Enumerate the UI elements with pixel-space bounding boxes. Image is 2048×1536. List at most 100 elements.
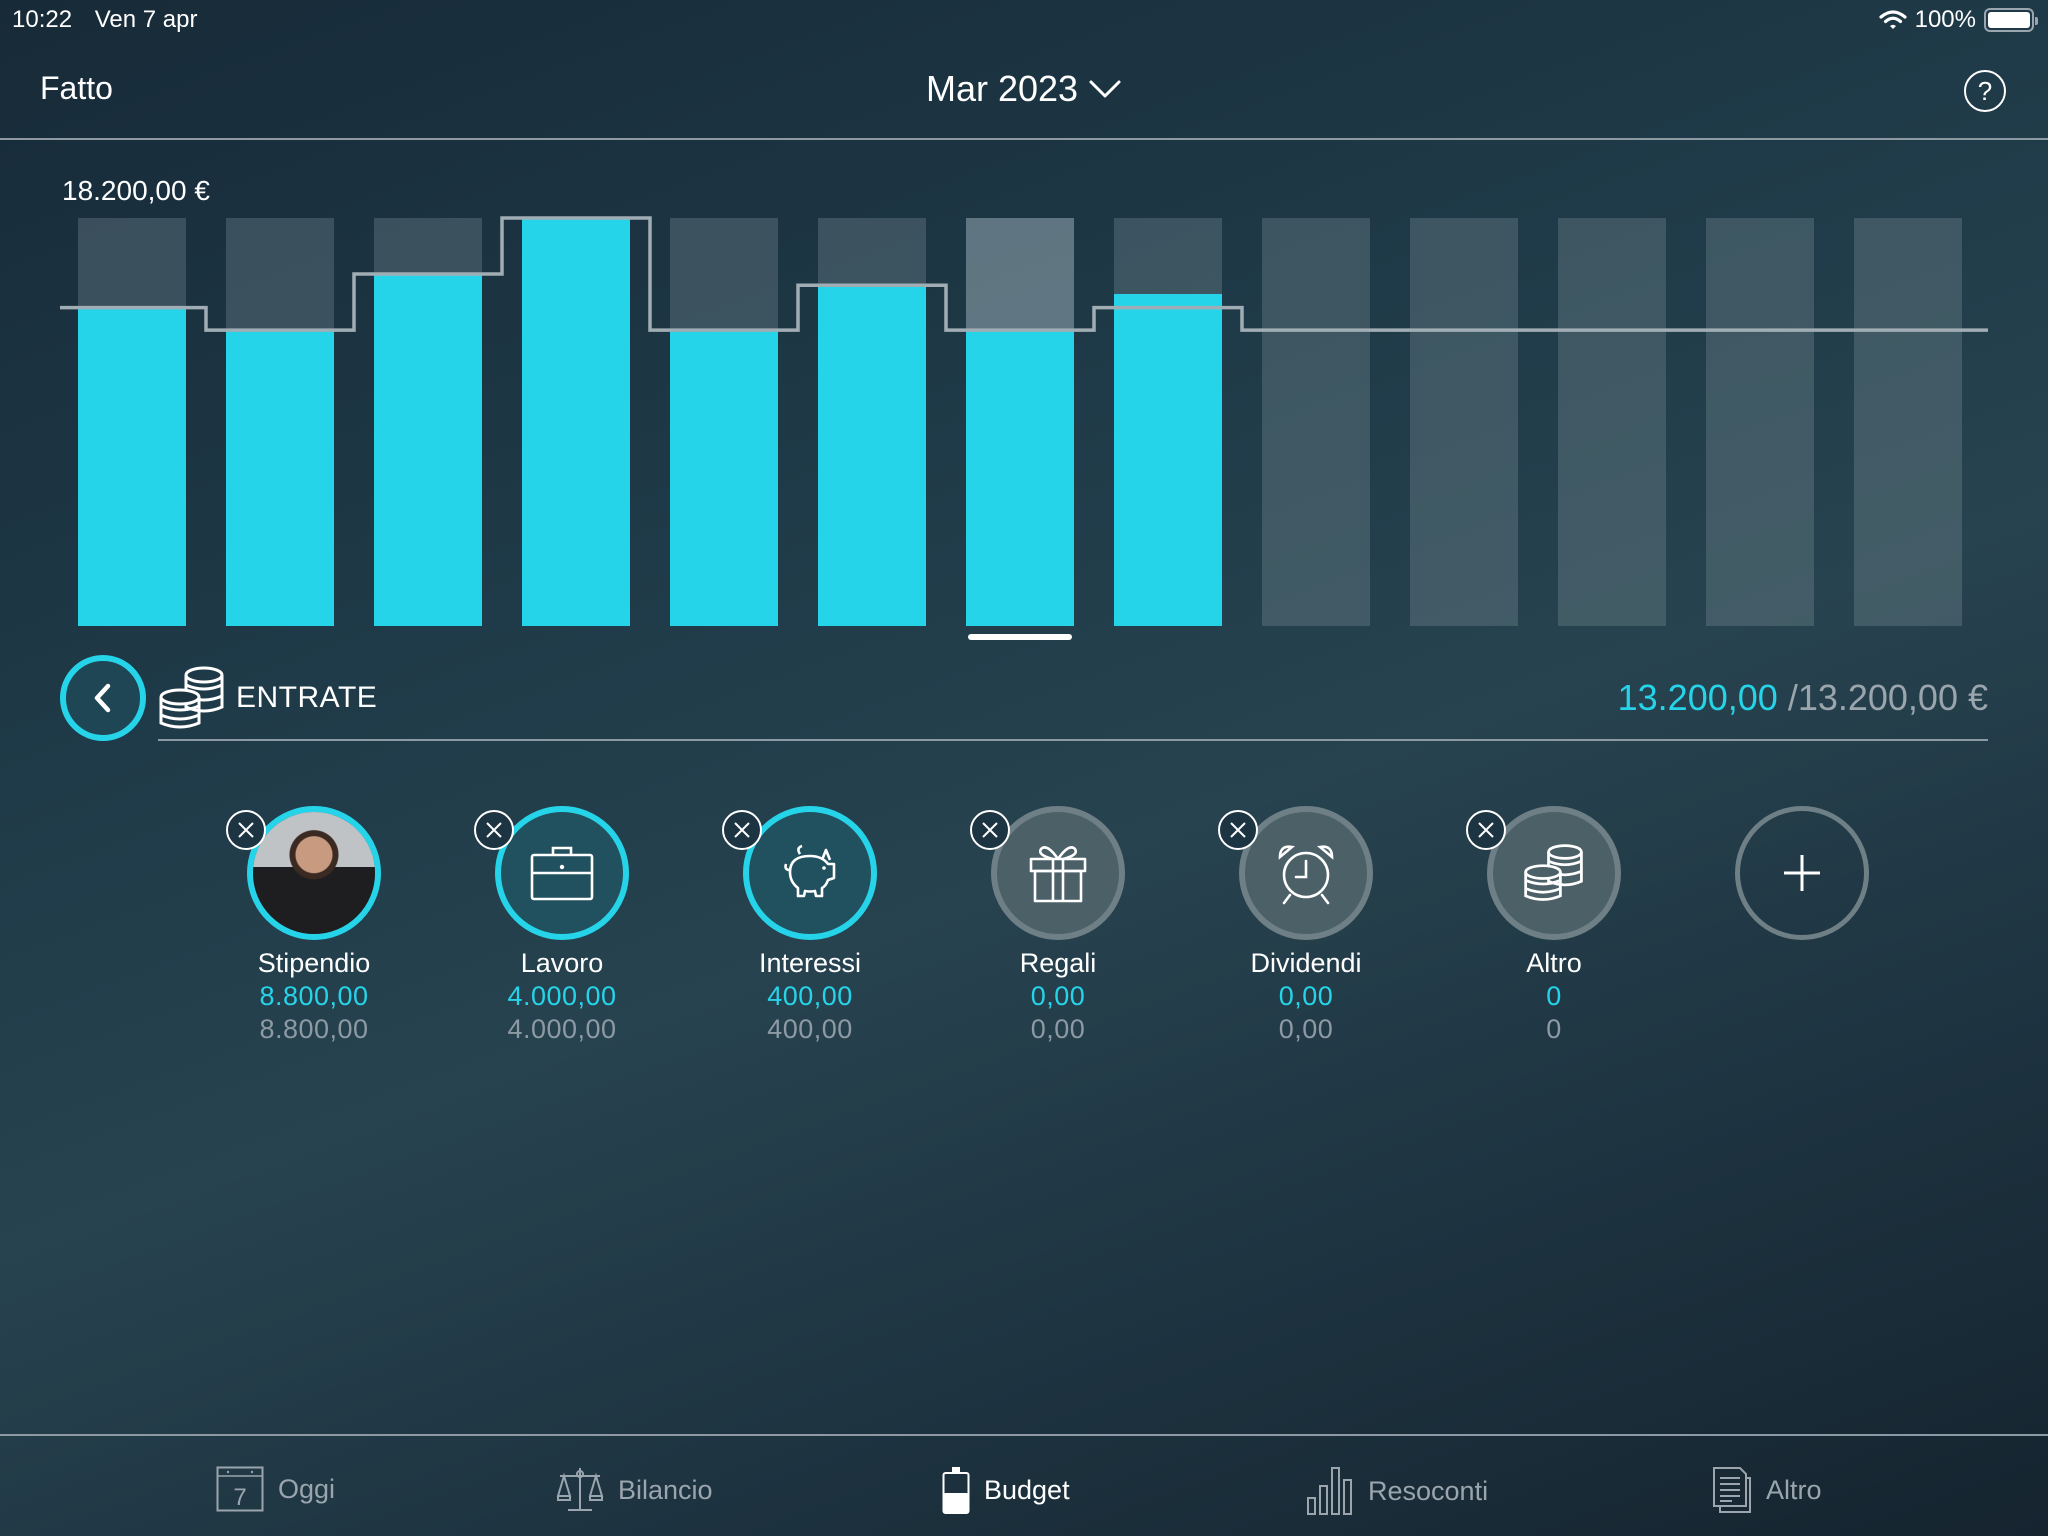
bar-area (60, 216, 1988, 626)
status-date: Ven 7 apr (94, 6, 198, 33)
category-actual: 8.800,00 (259, 981, 369, 1011)
category-name: Stipendio (257, 948, 371, 978)
bar-fill (966, 330, 1074, 626)
chart-bar[interactable] (670, 218, 778, 626)
battery-percent: 100% (1914, 6, 1976, 33)
category-budget: 4.000,00 (507, 1014, 617, 1044)
delete-button[interactable] (970, 810, 1010, 850)
category-name: Altro (1526, 948, 1582, 978)
category-budget: 400,00 (767, 1014, 853, 1044)
add-category-button[interactable] (1735, 806, 1869, 940)
period-title: Mar 2023 (925, 68, 1079, 109)
category-budget: 0,00 (1278, 1014, 1334, 1044)
close-icon (238, 822, 254, 838)
category-item[interactable]: Regali 0,00 0,00 (958, 800, 1158, 1045)
bar-fill (226, 330, 334, 626)
category-budget: 0 (1546, 1014, 1562, 1044)
divider (158, 739, 1988, 741)
category-item[interactable]: Stipendio 8.800,00 8.800,00 (214, 800, 414, 1045)
category-item[interactable]: Dividendi 0,00 0,00 (1206, 800, 1406, 1045)
done-button[interactable]: Fatto (40, 70, 113, 106)
delete-button[interactable] (226, 810, 266, 850)
piggy-bank-icon (784, 844, 836, 898)
tab-label: Budget (984, 1474, 1070, 1505)
tab-label: Oggi (278, 1473, 336, 1504)
category-item[interactable]: Interessi 400,00 400,00 (710, 800, 910, 1045)
chart-max-label: 18.200,00 € (62, 175, 210, 206)
category-actual: 0,00 (1030, 981, 1086, 1011)
tab-label: Resoconti (1368, 1475, 1489, 1506)
coins-icon (1524, 844, 1583, 901)
delete-button[interactable] (1218, 810, 1258, 850)
chart-bar[interactable] (1410, 218, 1518, 626)
tab-bar: 7 Oggi Bilancio Budget (0, 1434, 2048, 1536)
chart-bar[interactable] (1262, 218, 1370, 626)
add-category[interactable] (1702, 800, 1902, 940)
period-selector[interactable]: Mar 2023 (0, 68, 2048, 110)
tab-bilancio[interactable]: Bilancio (556, 1466, 713, 1514)
back-button[interactable] (60, 655, 146, 741)
chevron-left-icon (94, 683, 111, 713)
category-item[interactable]: Lavoro 4.000,00 4.000,00 (462, 800, 662, 1045)
svg-text:7: 7 (233, 1484, 246, 1511)
category-name: Regali (1019, 948, 1097, 978)
category-icon-button[interactable] (743, 806, 877, 940)
chart-bar[interactable] (966, 218, 1074, 626)
section-title: ENTRATE (236, 681, 378, 714)
delete-button[interactable] (474, 810, 514, 850)
category-icon-button[interactable] (1487, 806, 1621, 940)
category-actual: 0,00 (1278, 981, 1334, 1011)
tab-oggi[interactable]: 7 Oggi (216, 1466, 335, 1512)
gift-icon (1029, 846, 1087, 903)
category-name: Interessi (758, 948, 862, 978)
calendar-icon: 7 (216, 1466, 264, 1512)
category-budget: 8.800,00 (259, 1014, 369, 1044)
category-actual: 0 (1546, 981, 1562, 1011)
delete-button[interactable] (722, 810, 762, 850)
close-icon (1478, 822, 1494, 838)
category-avatar[interactable] (247, 806, 381, 940)
help-button[interactable]: ? (1964, 70, 2006, 112)
category-icon-button[interactable] (1239, 806, 1373, 940)
chart-bar[interactable] (78, 218, 186, 626)
tab-budget[interactable]: Budget (942, 1466, 1070, 1514)
nav-bar: Fatto Mar 2023 ? (0, 40, 2048, 140)
bar-fill (374, 274, 482, 626)
chart-bar[interactable] (1706, 218, 1814, 626)
category-list: Stipendio 8.800,00 8.800,00 Lavoro 4.000… (0, 800, 2048, 1060)
close-icon (486, 822, 502, 838)
chart-bar[interactable] (226, 218, 334, 626)
chevron-down-icon (1089, 80, 1121, 98)
category-name: Lavoro (520, 948, 604, 978)
document-icon (1713, 1467, 1751, 1513)
section-header: ENTRATE 13.200,00 /13.200,00 € (60, 655, 1988, 743)
tab-altro[interactable]: Altro (1712, 1466, 1822, 1514)
bar-fill (670, 330, 778, 626)
close-icon (1230, 822, 1246, 838)
status-bar: 10:22 Ven 7 apr 100% (0, 0, 2048, 40)
wifi-icon (1879, 10, 1907, 29)
status-time: 10:22 (12, 6, 73, 33)
category-icon-button[interactable] (991, 806, 1125, 940)
selected-month-indicator (968, 634, 1072, 640)
battery-icon (1984, 8, 2038, 32)
bar-fill (1114, 294, 1222, 626)
chart-bar[interactable] (1114, 218, 1222, 626)
chart-bar[interactable] (1558, 218, 1666, 626)
category-actual: 400,00 (767, 981, 853, 1011)
chart-bar[interactable] (374, 218, 482, 626)
close-icon (982, 822, 998, 838)
bar-chart-icon (1307, 1467, 1352, 1515)
bar-fill (78, 307, 186, 626)
bar-fill (522, 218, 630, 626)
chart-bar[interactable] (522, 218, 630, 626)
category-actual: 4.000,00 (507, 981, 617, 1011)
category-icon-button[interactable] (495, 806, 629, 940)
tab-resoconti[interactable]: Resoconti (1306, 1466, 1488, 1516)
section-total: 13.200,00 /13.200,00 € (1618, 677, 1988, 719)
delete-button[interactable] (1466, 810, 1506, 850)
scale-icon (556, 1468, 604, 1511)
category-item[interactable]: Altro 0 0 (1454, 800, 1654, 1045)
chart-bar[interactable] (1854, 218, 1962, 626)
category-name: Dividendi (1250, 948, 1362, 978)
